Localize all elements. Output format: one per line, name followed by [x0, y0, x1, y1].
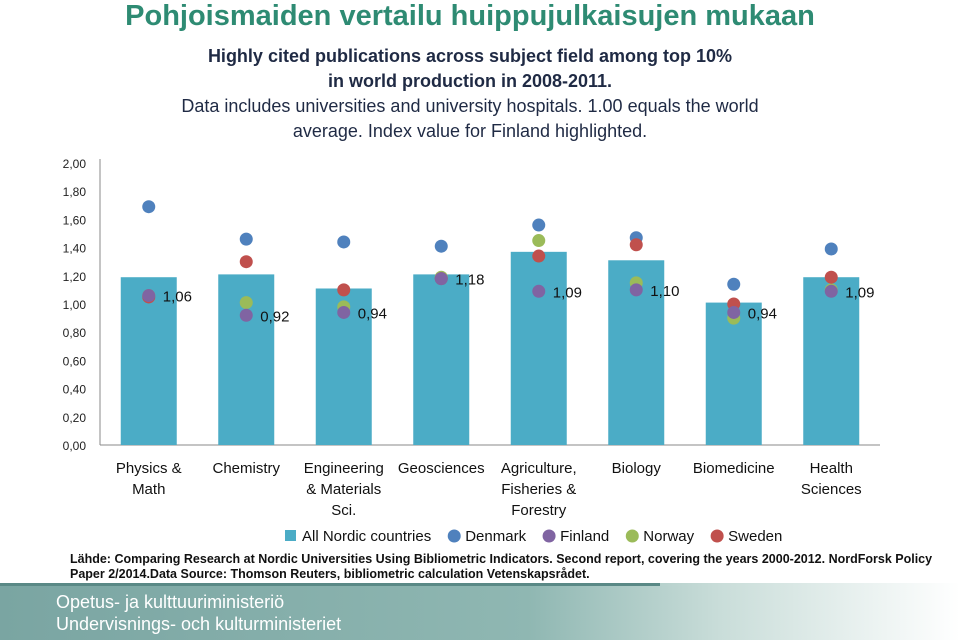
legend-swatch [542, 529, 556, 543]
x-category-label: Chemistry [212, 460, 280, 477]
marker-denmark [142, 200, 156, 214]
chart-subtitle: Highly cited publications across subject… [150, 44, 790, 144]
marker-sweden [824, 270, 838, 284]
marker-norway [239, 296, 253, 310]
legend-label: Finland [560, 528, 609, 545]
marker-sweden [532, 249, 546, 263]
legend-label: Norway [643, 528, 694, 545]
y-tick-label: 1,20 [63, 270, 87, 284]
y-tick-label: 1,80 [63, 185, 87, 199]
chart-plot: 0,00 0,20 0,40 0,60 0,80 1,00 1,20 1,40 1,60 1,80… [63, 157, 880, 545]
legend-swatch [710, 529, 724, 543]
finland-value-label: 1,06 [163, 289, 192, 306]
finland-value-label: 0,92 [260, 308, 289, 325]
y-tick-label: 0,60 [63, 354, 87, 368]
legend-label: Sweden [728, 528, 782, 545]
x-category-label: Biomedicine [693, 460, 775, 477]
footer-banner: Opetus- ja kulttuuriministeriö Undervisn… [0, 583, 960, 640]
marker-finland [239, 308, 253, 322]
marker-finland [142, 289, 156, 303]
footer-band [0, 583, 660, 586]
marker-denmark [434, 239, 448, 253]
ministry-name-swedish: Undervisnings- och kulturministeriet [56, 614, 342, 634]
marker-denmark [337, 235, 351, 249]
y-tick-label: 0,20 [63, 411, 87, 425]
x-category-label: Geosciences [398, 460, 485, 477]
x-category-label: Sci. [331, 502, 356, 519]
y-tick-label: 2,00 [63, 157, 87, 171]
y-tick-label: 0,00 [63, 439, 87, 453]
x-category-label: Fisheries & [501, 481, 576, 498]
legend-swatch [285, 530, 296, 541]
legend-swatch [625, 529, 639, 543]
y-tick-label: 0,40 [63, 383, 87, 397]
marker-finland [629, 283, 643, 297]
y-tick-label: 1,00 [63, 298, 87, 312]
marker-finland [727, 305, 741, 319]
marker-finland [532, 284, 546, 298]
bar-all-nordic [705, 302, 762, 445]
x-category-label: Engineering [304, 460, 384, 477]
subtitle-line: in world production in 2008-2011. [327, 71, 613, 91]
x-category-label: Math [132, 481, 165, 498]
x-category-label: Agriculture, [501, 460, 577, 477]
subtitle-line: Data includes universities and universit… [181, 96, 759, 116]
x-category-label: & Materials [306, 481, 381, 498]
legend-label: Denmark [465, 528, 526, 545]
finland-value-label: 1,09 [845, 284, 874, 301]
marker-denmark [727, 277, 741, 291]
bar-all-nordic [413, 274, 470, 445]
bar-all-nordic [510, 251, 567, 445]
marker-finland [824, 284, 838, 298]
marker-norway [532, 234, 546, 248]
x-category-label: Biology [612, 460, 662, 477]
ministry-name-finnish: Opetus- ja kulttuuriministeriö [56, 592, 285, 612]
x-category-label: Physics & [116, 460, 182, 477]
marker-denmark [824, 242, 838, 256]
y-tick-label: 1,60 [63, 213, 87, 227]
bar-all-nordic [120, 277, 177, 445]
y-tick-label: 0,80 [63, 326, 87, 340]
y-tick-label: 1,40 [63, 242, 87, 256]
finland-value-label: 0,94 [748, 305, 777, 322]
source-note: Lähde: Comparing Research at Nordic Univ… [70, 552, 933, 581]
marker-denmark [239, 232, 253, 246]
finland-value-label: 1,18 [455, 272, 484, 289]
finland-value-label: 1,10 [650, 283, 679, 300]
x-category-label: Forestry [511, 502, 567, 519]
bar-all-nordic [803, 277, 860, 445]
legend-swatch [447, 529, 461, 543]
marker-finland [434, 272, 448, 286]
subtitle-line: average. Index value for Finland highlig… [292, 121, 648, 141]
x-category-label: Health [810, 460, 853, 477]
page-title: Pohjoismaiden vertailu huippujulkaisujen… [125, 0, 815, 32]
x-category-label: Sciences [801, 481, 862, 498]
marker-sweden [629, 238, 643, 252]
marker-denmark [532, 218, 546, 232]
finland-value-label: 1,09 [553, 284, 582, 301]
legend-label: All Nordic countries [302, 528, 431, 545]
finland-value-label: 0,94 [358, 305, 387, 322]
subtitle-line: Highly cited publications across subject… [207, 46, 733, 66]
marker-finland [337, 305, 351, 319]
marker-sweden [337, 283, 351, 297]
marker-sweden [239, 255, 253, 269]
